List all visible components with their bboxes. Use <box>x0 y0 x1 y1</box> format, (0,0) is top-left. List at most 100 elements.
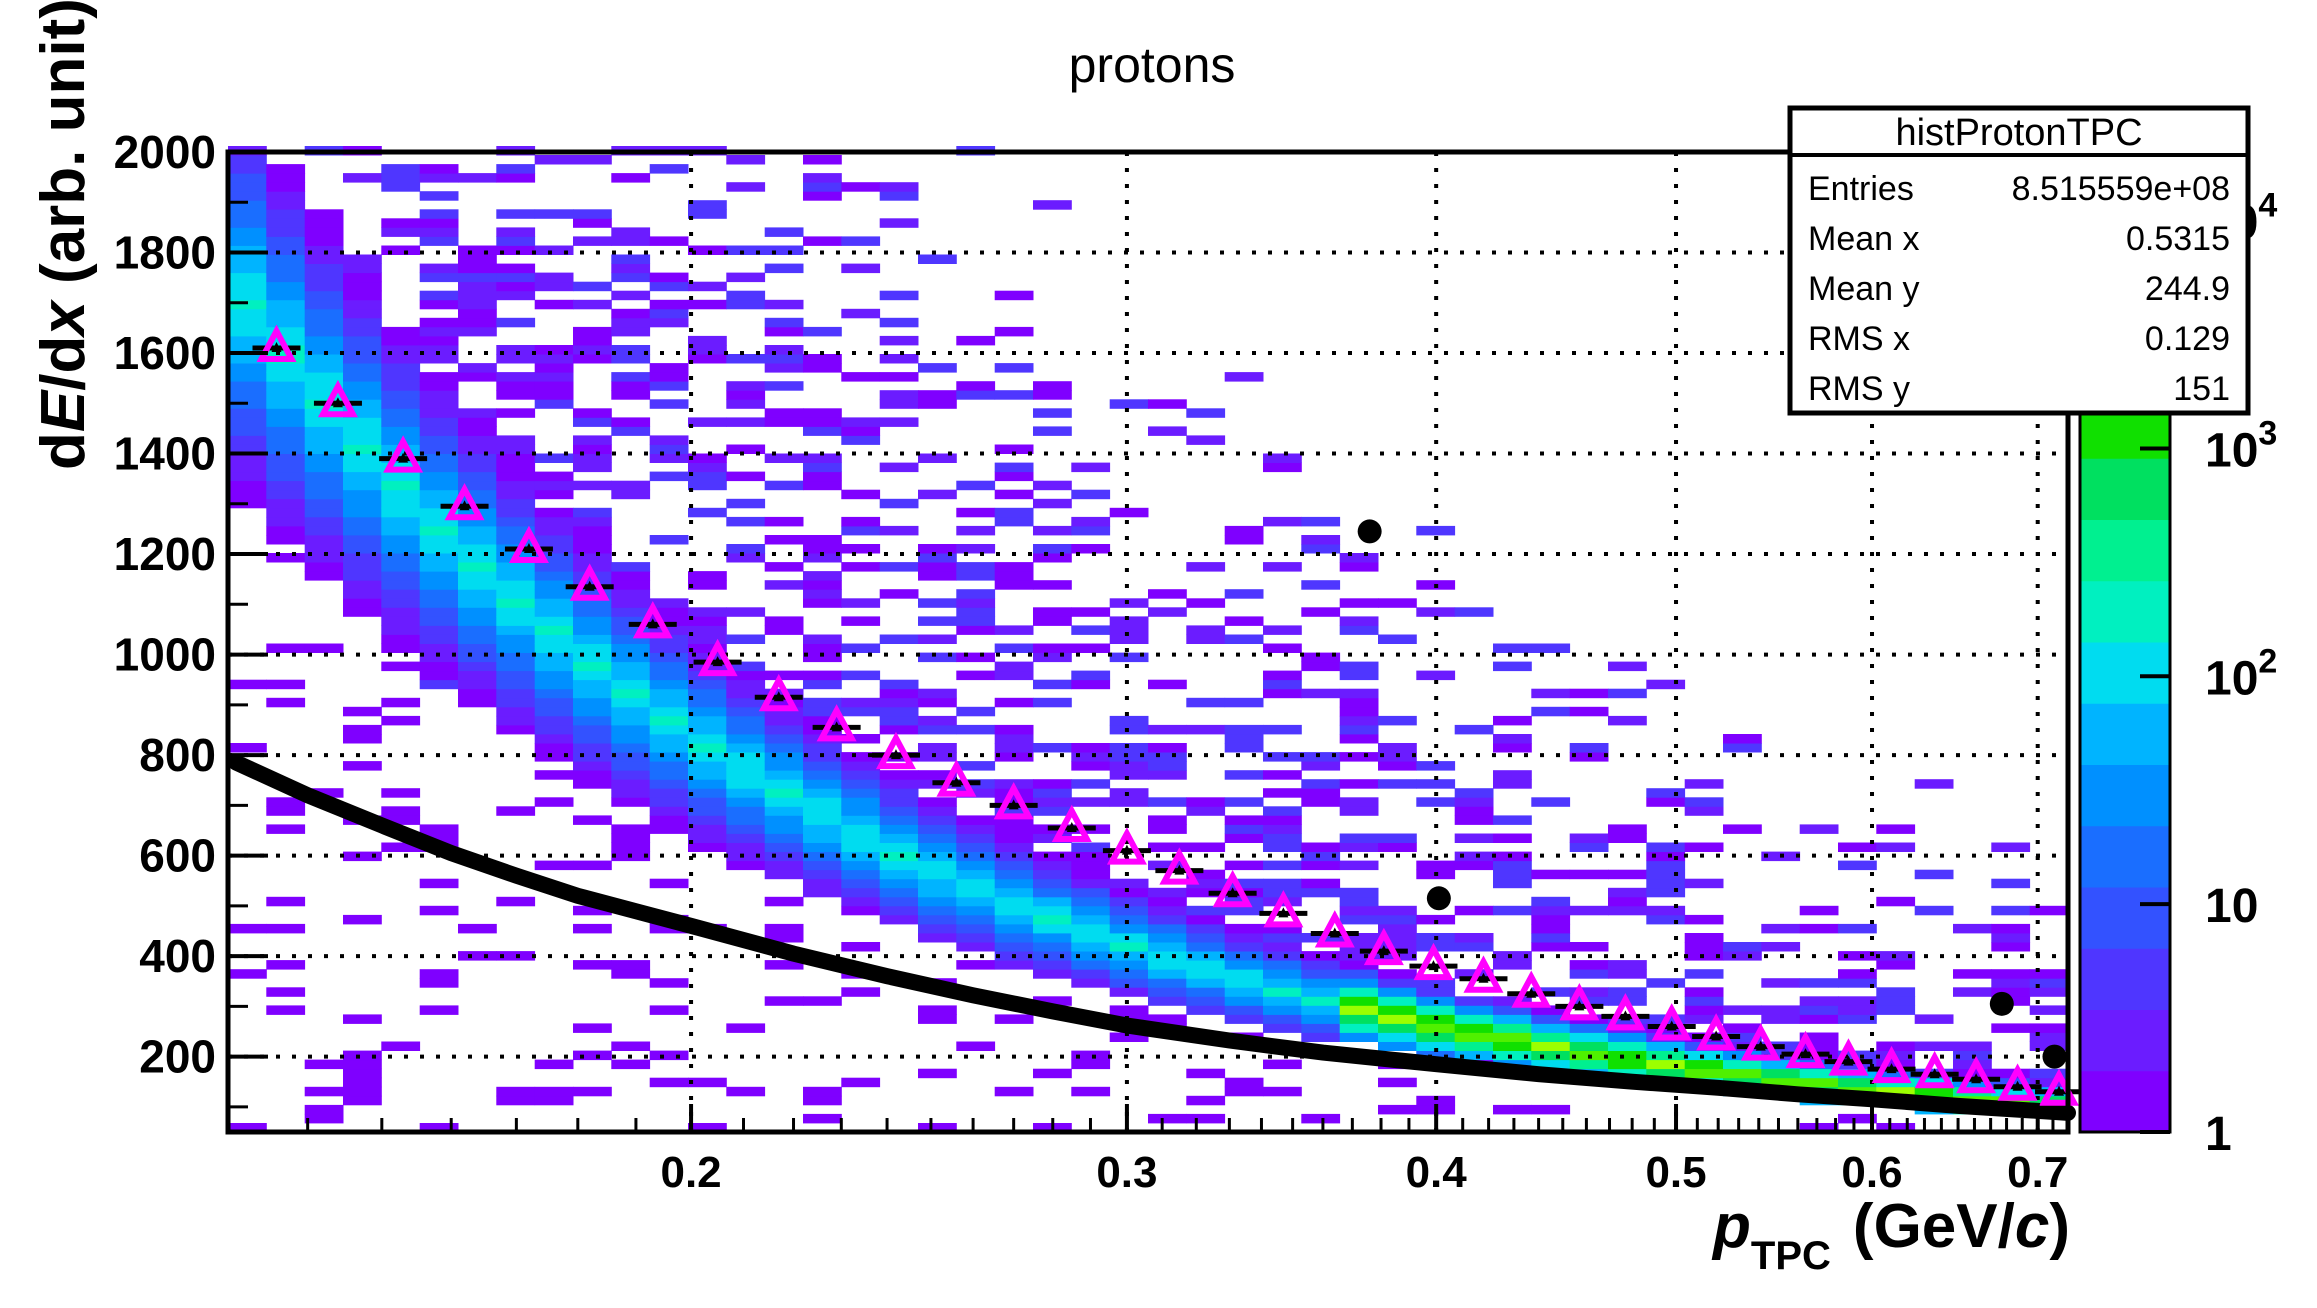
stats-box-name: histProtonTPC <box>1895 112 2142 154</box>
y-tick-label: 200 <box>139 1031 216 1083</box>
y-tick-label: 1400 <box>114 428 216 480</box>
triangle-marker <box>936 759 977 797</box>
stats-label: Mean x <box>1808 220 1920 258</box>
inner-marker <box>1008 799 1019 810</box>
stats-value: 8.515559e+08 <box>2012 170 2230 208</box>
triangle-marker <box>1828 1038 1869 1076</box>
heatmap-cells <box>228 146 2069 1133</box>
black-dot <box>2042 1044 2067 1069</box>
x-axis-label: pTPC (GeV/c) <box>1711 1192 2070 1278</box>
inner-marker <box>332 397 343 408</box>
triangle-marker <box>1696 1013 1737 1051</box>
inner-marker <box>831 721 842 732</box>
colorbar-segment <box>2080 580 2170 643</box>
stats-label: RMS y <box>1808 370 1910 408</box>
inner-marker <box>1574 1000 1585 1011</box>
triangle-marker <box>569 563 610 601</box>
inner-marker <box>1800 1048 1811 1059</box>
triangle-marker <box>317 379 358 418</box>
triangle-marker <box>1413 942 1454 981</box>
inner-marker <box>1066 821 1077 832</box>
triangle-marker <box>1740 1023 1781 1061</box>
x-tick-label: 0.4 <box>1406 1148 1468 1197</box>
colorbar-tick-label: 102 <box>2205 642 2277 705</box>
inner-marker <box>2012 1080 2023 1091</box>
inner-marker <box>1971 1073 1982 1084</box>
x-tick-label: 0.2 <box>660 1148 721 1197</box>
black-dot <box>1989 991 2014 1016</box>
triangle-marker <box>632 601 673 639</box>
inner-marker <box>951 776 962 787</box>
triangle-marker <box>758 673 799 712</box>
data-markers <box>252 324 2084 1106</box>
x-tick-label: 0.3 <box>1096 1148 1157 1197</box>
stats-value: 0.5315 <box>2126 220 2230 258</box>
triangle-marker <box>1956 1055 1997 1094</box>
axis-ticks: 0.2 0.3 0.4 0.5 0.6 0.7 200 400 600 800 1000 1200 14… <box>114 126 2069 1197</box>
stats-label: Mean y <box>1808 270 1920 308</box>
triangle-marker <box>697 638 738 677</box>
triangle-marker <box>1785 1030 1826 1069</box>
colorbar-segment <box>2080 703 2170 765</box>
inner-marker <box>1886 1063 1897 1074</box>
stats-value: 244.9 <box>2145 270 2230 308</box>
inner-marker <box>1755 1040 1766 1051</box>
triangle-marker <box>816 704 857 742</box>
inner-marker <box>1711 1030 1722 1041</box>
triangle-marker <box>1212 869 1253 908</box>
colorbar-segment <box>2080 887 2170 949</box>
triangle-marker <box>1363 927 1404 966</box>
black-dot <box>1426 886 1451 911</box>
stats-value: 151 <box>2173 370 2230 408</box>
inner-marker <box>1929 1068 1940 1079</box>
inner-marker <box>1843 1055 1854 1066</box>
black-dot <box>1357 519 1382 544</box>
y-tick-label: 2000 <box>114 126 216 178</box>
triangle-marker <box>1106 827 1147 865</box>
triangle-marker <box>875 731 916 770</box>
triangle-marker <box>1559 983 1600 1021</box>
stats-box: histProtonTPC Entries 8.515559e+08 Mean x 0… <box>1787 105 2251 416</box>
colorbar-segment <box>2080 1009 2170 1072</box>
triangle-marker <box>1914 1050 1955 1089</box>
triangle-marker <box>508 525 549 564</box>
y-tick-label: 1600 <box>114 327 216 379</box>
inner-marker <box>271 342 282 352</box>
colorbar-segment <box>2080 764 2170 827</box>
inner-marker <box>1329 927 1340 938</box>
triangle-marker <box>256 324 297 362</box>
inner-marker <box>1428 960 1439 971</box>
triangle-marker <box>1314 910 1355 948</box>
y-tick-label: 1800 <box>114 227 216 279</box>
inner-marker <box>1620 1010 1631 1021</box>
colorbar-segment <box>2080 642 2170 704</box>
inner-marker <box>1278 907 1289 918</box>
colorbar-tick-label: 10 <box>2205 880 2258 933</box>
inner-marker <box>1227 887 1238 898</box>
inner-marker <box>1121 844 1132 855</box>
triangle-marker <box>1051 804 1092 842</box>
inner-marker <box>584 580 595 591</box>
colorbar-segment <box>2080 1070 2170 1133</box>
colorbar-segment <box>2080 458 2170 520</box>
inner-marker <box>1526 987 1537 998</box>
triangle-marker <box>993 781 1034 820</box>
inner-marker <box>1666 1020 1677 1031</box>
triangle-marker <box>1159 847 1200 885</box>
inner-marker <box>1378 945 1389 956</box>
x-tick-label: 0.6 <box>1841 1148 1902 1197</box>
y-tick-label: 800 <box>139 729 216 781</box>
chart-title: protons <box>1069 37 1236 93</box>
inner-marker <box>459 500 470 511</box>
triangle-marker <box>444 482 485 521</box>
inner-marker <box>773 691 784 702</box>
y-tick-label: 400 <box>139 930 216 982</box>
triangle-marker <box>1511 970 1552 1008</box>
triangle-marker <box>1605 993 1646 1031</box>
triangle-marker <box>383 435 424 473</box>
x-tick-label: 0.7 <box>2007 1148 2068 1197</box>
inner-marker <box>1174 864 1185 875</box>
inner-marker <box>398 452 409 463</box>
y-tick-label: 1200 <box>114 528 216 580</box>
